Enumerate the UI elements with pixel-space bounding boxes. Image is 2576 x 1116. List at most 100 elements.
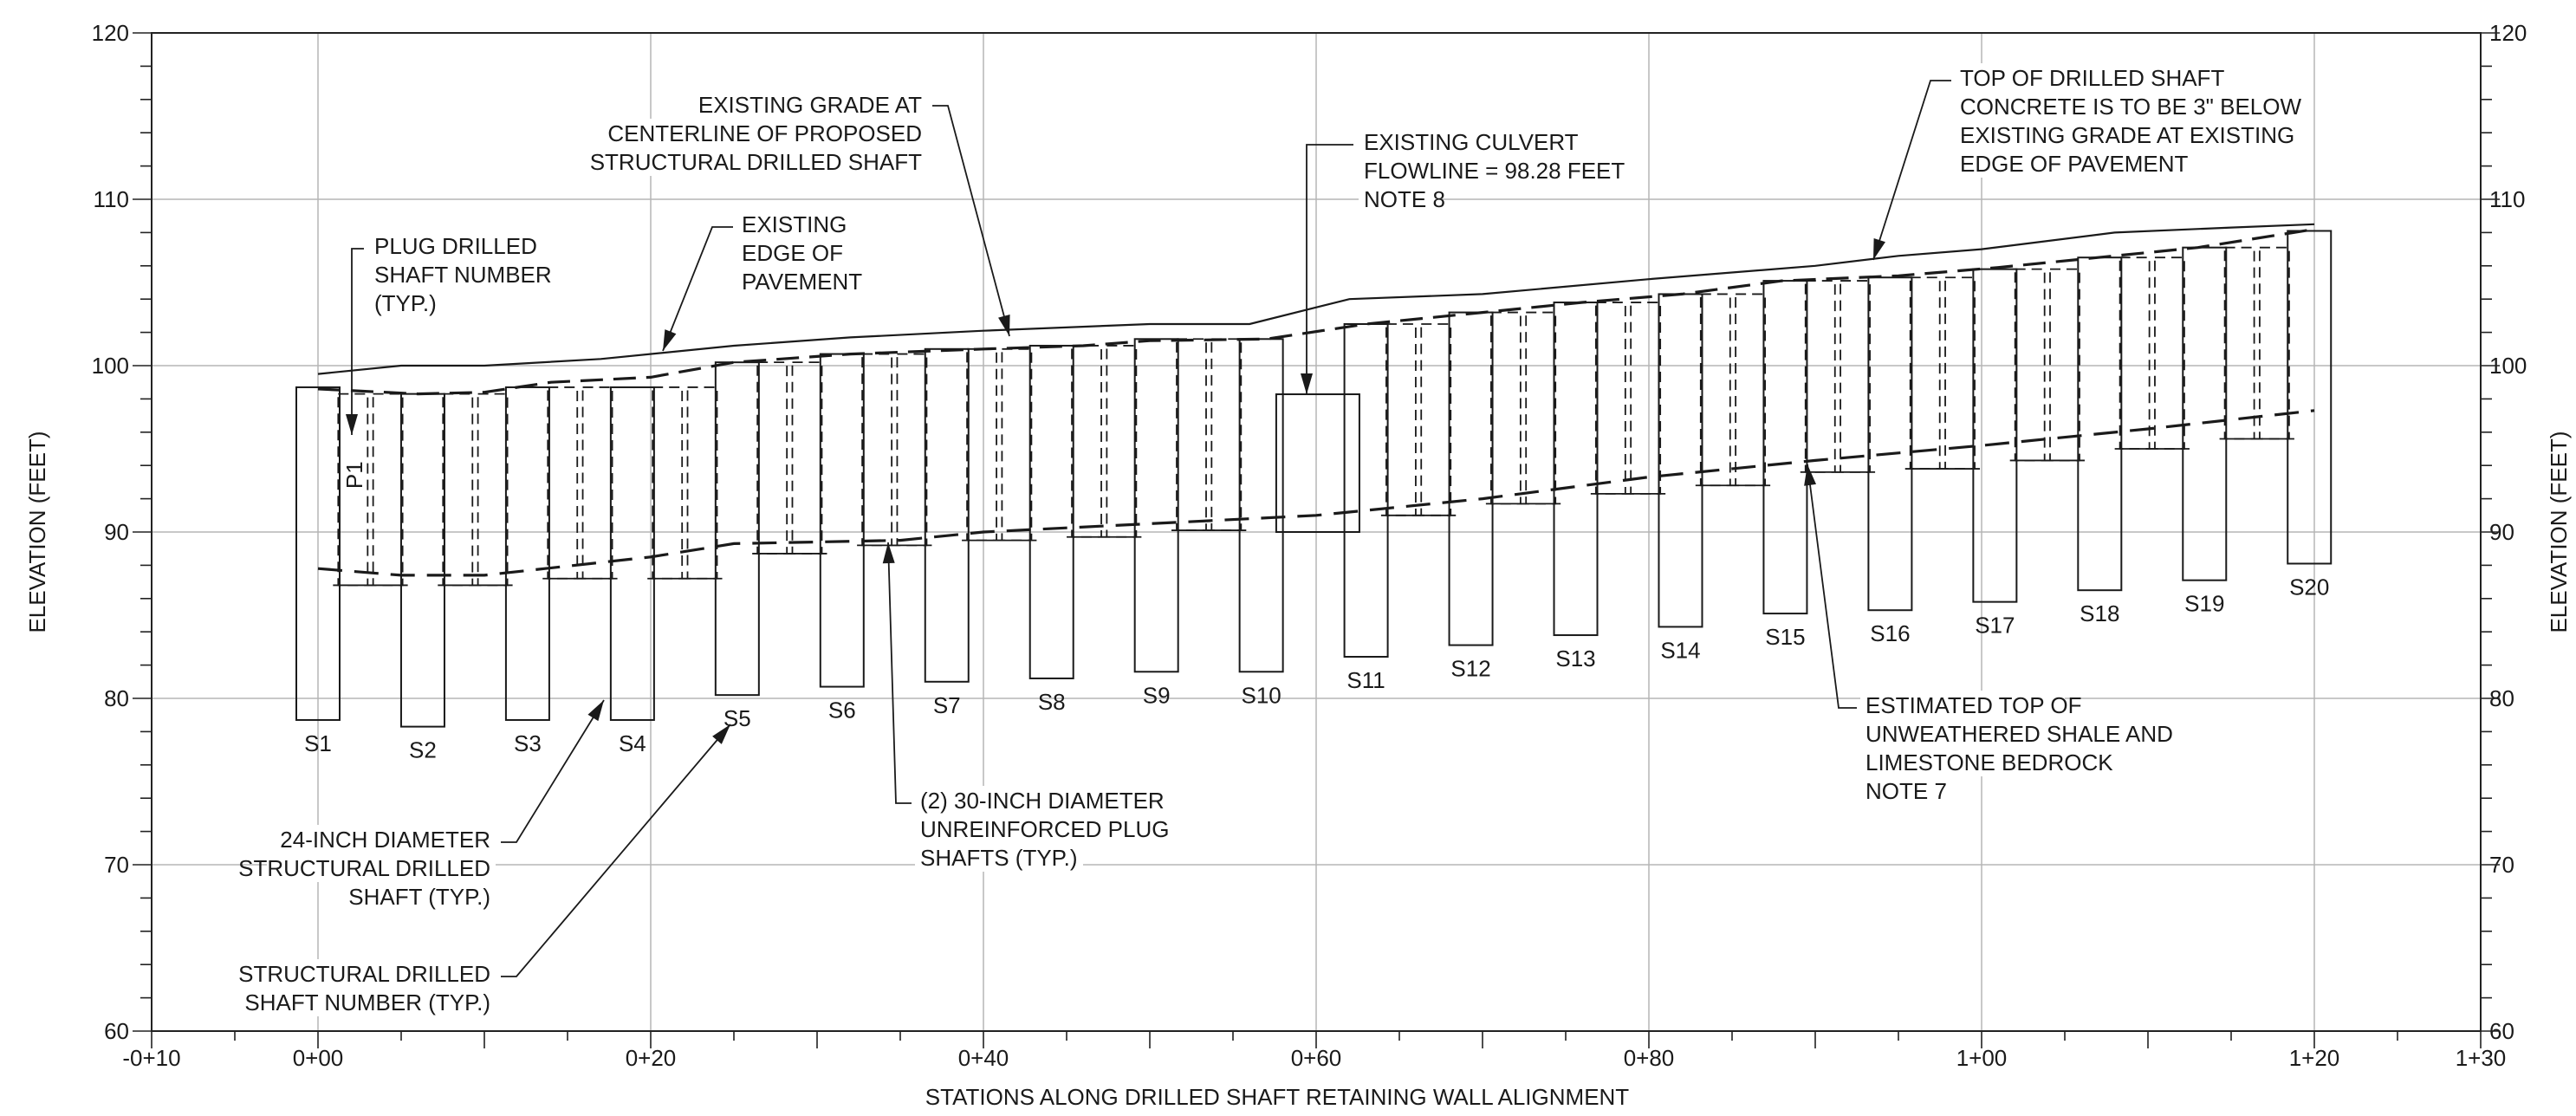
leader-culvert	[1306, 144, 1353, 394]
leader-top-concrete	[1872, 80, 1951, 261]
y-axis-title-right: ELEVATION (FEET)	[2546, 431, 2572, 633]
leader-structural-arrowhead	[587, 700, 604, 722]
leader-edge-arrowhead	[663, 329, 677, 351]
note-grade-line: STRUCTURAL DRILLED SHAFT	[590, 149, 922, 175]
note-top-concrete-line: EXISTING GRADE AT EXISTING	[1960, 122, 2294, 148]
note-mask	[267, 959, 496, 988]
note-mask	[369, 231, 525, 260]
shaft-label: S6	[828, 698, 856, 723]
shaft-label: S16	[1870, 620, 1910, 646]
x-tick-label: 0+20	[626, 1045, 677, 1071]
shaft-label: S11	[1346, 667, 1385, 693]
note-top-concrete-line: TOP OF DRILLED SHAFT	[1960, 65, 2224, 91]
leader-grade	[932, 105, 1010, 337]
note-mask	[650, 119, 927, 147]
note-mask	[369, 289, 452, 317]
leader-top-concrete-arrowhead	[1873, 238, 1885, 260]
note-bedrock-line: UNWEATHERED SHALE AND	[1865, 721, 2173, 747]
x-tick-label: 0+60	[1291, 1045, 1342, 1071]
note-mask	[369, 260, 525, 289]
bedrock-line	[317, 409, 2315, 577]
note-mask	[1860, 719, 2125, 748]
note-shaft-number-line: SHAFT NUMBER (TYP.)	[244, 989, 490, 1015]
existing-edge-of-pavement-line	[317, 223, 2315, 375]
leader-shaft-number-arrowhead	[712, 724, 730, 744]
note-plug-line: SHAFT NUMBER	[374, 262, 552, 288]
y-tick-label-left: 100	[92, 353, 129, 379]
leader-shaft-number	[501, 723, 731, 977]
note-bedrock-line: NOTE 7	[1865, 778, 1947, 804]
note-mask	[1860, 691, 2065, 719]
note-shaft-number-line: STRUCTURAL DRILLED	[238, 961, 490, 987]
leader-plug-arrowhead	[346, 414, 358, 435]
leader-bedrock	[1807, 464, 1857, 709]
x-tick-label: 1+00	[1956, 1045, 2008, 1071]
note-culvert-line: EXISTING CULVERT	[1364, 129, 1579, 155]
shaft-label: S9	[1143, 682, 1171, 708]
note-mask	[1359, 127, 1563, 156]
leader-edge	[662, 226, 733, 352]
shaft-label: S15	[1765, 624, 1805, 650]
structural-shaft-s17	[1972, 268, 2018, 603]
note-mask	[736, 267, 844, 295]
note-structural-line: STRUCTURAL DRILLED	[238, 855, 490, 881]
note-plug-shafts-line: (2) 30-INCH DIAMETER	[920, 788, 1165, 814]
x-tick-label: 0+40	[958, 1045, 1009, 1071]
structural-shaft-s12	[1448, 311, 1494, 646]
note-edge-line: EXISTING	[742, 211, 847, 237]
structural-shaft-s16	[1867, 276, 1913, 612]
note-structural-line: 24-INCH DIAMETER	[280, 827, 490, 853]
note-mask	[915, 814, 1132, 843]
y-tick-label-left: 60	[104, 1018, 129, 1044]
existing-culvert	[1275, 393, 1360, 533]
shaft-label: S1	[304, 730, 332, 756]
structural-shaft-s5	[714, 361, 760, 697]
shaft-label: S7	[933, 692, 961, 718]
note-mask	[1955, 149, 2159, 178]
note-mask	[255, 988, 496, 1016]
leader-plug-shafts	[887, 542, 912, 804]
existing-grade-centerline-line	[317, 228, 2315, 396]
note-mask	[1955, 92, 2281, 120]
x-tick-label: 0+00	[293, 1045, 344, 1071]
note-plug-line: (TYP.)	[374, 290, 437, 316]
structural-shaft-s9	[1133, 338, 1179, 673]
leader-plug-shafts-arrowhead	[882, 542, 895, 564]
structural-shaft-s2	[399, 393, 445, 728]
shaft-label: S20	[2289, 574, 2329, 600]
note-mask	[1860, 776, 1943, 805]
note-mask	[736, 238, 832, 267]
shaft-label: S12	[1450, 656, 1490, 682]
note-mask	[340, 882, 496, 911]
structural-shaft-s18	[2077, 256, 2123, 592]
note-culvert-line: FLOWLINE = 98.28 FEET	[1364, 158, 1625, 184]
note-mask	[736, 210, 844, 238]
profile-lines	[317, 223, 2315, 577]
note-mask	[711, 90, 927, 119]
shaft-label: S3	[514, 730, 542, 756]
shaft-label: S10	[1242, 682, 1282, 708]
structural-shaft-s15	[1762, 280, 1808, 615]
note-top-concrete-line: CONCRETE IS TO BE 3" BELOW	[1960, 94, 2301, 120]
shaft-label: S4	[619, 730, 646, 756]
note-mask	[1955, 63, 2208, 92]
structural-shaft-s1	[295, 386, 341, 721]
note-plug-shafts-line: UNREINFORCED PLUG	[920, 816, 1169, 842]
structural-shaft-s3	[504, 386, 550, 721]
note-edge-line: EDGE OF	[742, 240, 843, 266]
note-plug-shafts-line: SHAFTS (TYP.)	[920, 845, 1078, 871]
grid	[152, 33, 2481, 1031]
x-tick-label: -0+10	[122, 1045, 180, 1071]
annotations: PLUG DRILLED SHAFT NUMBER(TYP.) EXISTING ED…	[238, 63, 2301, 1016]
structural-shaft-s8	[1028, 344, 1074, 679]
y-tick-label-left: 80	[104, 685, 129, 711]
leader-structural	[501, 699, 605, 843]
leader-culvert-arrowhead	[1301, 373, 1313, 394]
shaft-label: S8	[1038, 689, 1066, 715]
note-mask	[1359, 156, 1624, 185]
y-tick-label-left: 70	[104, 852, 129, 878]
structural-shaft-s14	[1658, 293, 1703, 628]
